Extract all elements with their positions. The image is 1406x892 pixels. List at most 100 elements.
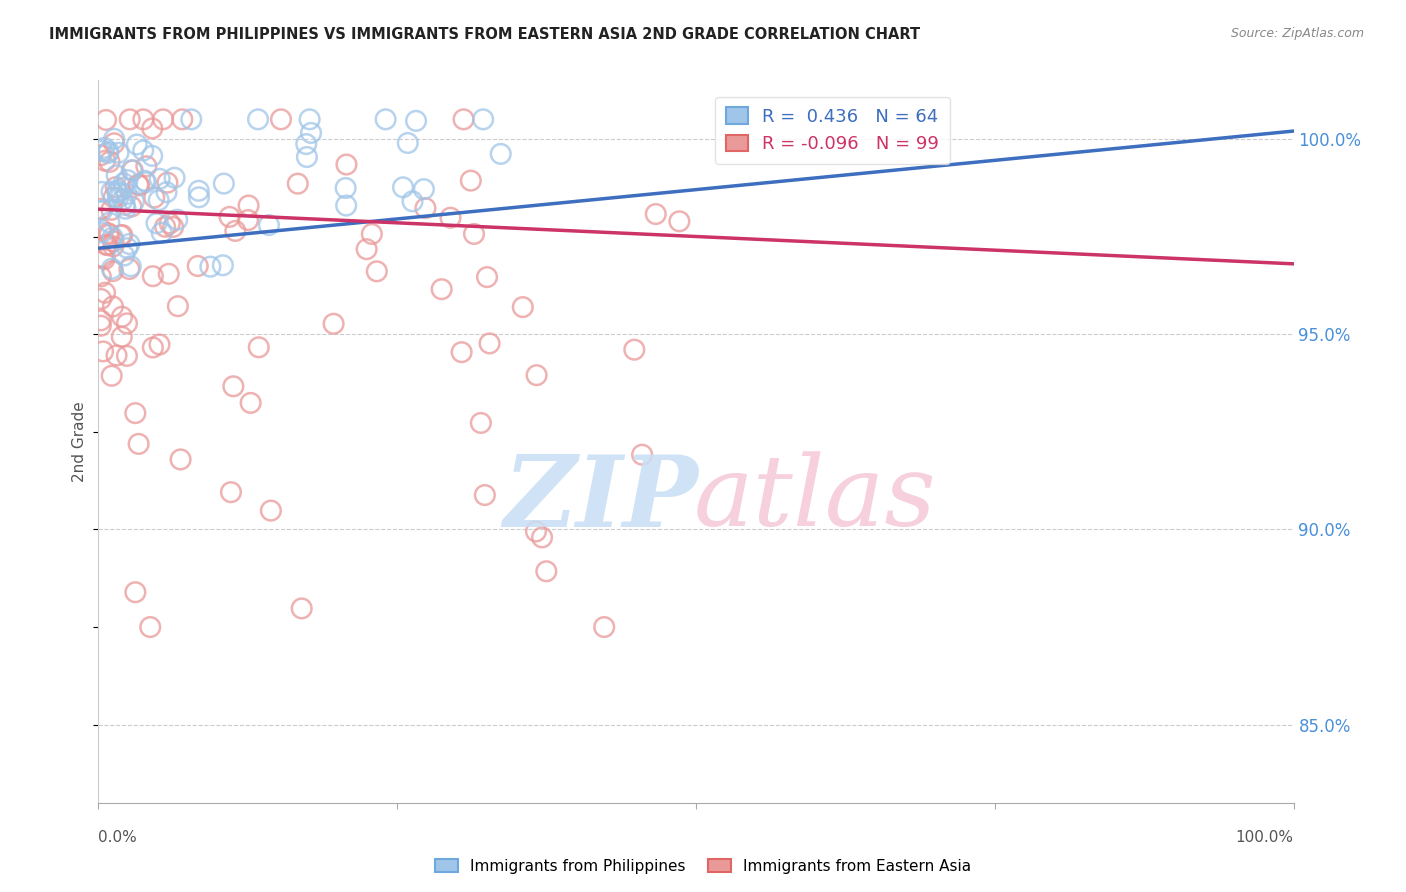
Point (162, 219, 184, 234)
Point (134, 174, 156, 188)
Point (631, 448, 654, 462)
Point (212, 177, 235, 191)
Point (118, 112, 141, 127)
Point (98, 216, 121, 230)
Point (118, 262, 141, 277)
Point (91, 185, 114, 199)
Point (107, 145, 129, 160)
Point (200, 260, 222, 274)
Point (166, 212, 188, 227)
Point (405, 113, 427, 128)
Point (135, 159, 157, 173)
Point (415, 201, 437, 215)
Point (90, 269, 112, 284)
Point (159, 217, 181, 231)
Point (335, 157, 357, 171)
Point (104, 180, 127, 194)
Point (668, 214, 690, 228)
Point (247, 340, 270, 354)
Point (101, 230, 124, 244)
Point (152, 112, 174, 127)
Point (93, 141, 115, 155)
Point (392, 180, 415, 194)
Point (100, 202, 122, 217)
Point (298, 112, 321, 127)
Point (94, 112, 117, 127)
Point (141, 121, 163, 136)
Point (107, 186, 129, 200)
Point (101, 264, 124, 278)
Point (103, 190, 125, 204)
Point (142, 341, 165, 355)
Point (101, 300, 124, 314)
Point (478, 336, 501, 351)
Point (112, 248, 135, 262)
Point (91, 144, 114, 158)
Point (107, 184, 129, 198)
Point (114, 198, 136, 212)
Y-axis label: 2nd Grade: 2nd Grade (72, 401, 87, 482)
Point (295, 150, 318, 164)
Point (98, 154, 121, 169)
Point (149, 172, 172, 186)
Point (114, 202, 136, 216)
Point (153, 219, 176, 234)
Point (117, 241, 139, 255)
Point (98, 227, 121, 242)
Point (299, 126, 322, 140)
Point (439, 211, 461, 225)
Text: 0.0%: 0.0% (98, 830, 138, 845)
Point (322, 317, 344, 331)
Point (90, 222, 112, 236)
Point (91, 226, 114, 240)
Point (97, 145, 120, 159)
Point (135, 175, 157, 189)
Point (224, 224, 246, 238)
Text: IMMIGRANTS FROM PHILIPPINES VS IMMIGRANTS FROM EASTERN ASIA 2ND GRADE CORRELATIO: IMMIGRANTS FROM PHILIPPINES VS IMMIGRANT… (49, 27, 921, 42)
Point (453, 112, 475, 127)
Point (91, 203, 114, 218)
Point (112, 177, 135, 191)
Point (374, 112, 396, 127)
Point (526, 368, 548, 383)
Point (257, 218, 280, 232)
Point (463, 227, 485, 241)
Point (412, 182, 434, 196)
Point (118, 237, 141, 252)
Point (132, 112, 155, 127)
Point (239, 396, 262, 410)
Point (90, 148, 112, 162)
Point (100, 368, 122, 383)
Text: 100.0%: 100.0% (1236, 830, 1294, 845)
Point (97, 238, 120, 252)
Point (94, 153, 117, 168)
Point (260, 503, 283, 517)
Point (157, 267, 180, 281)
Point (247, 112, 270, 127)
Point (155, 185, 177, 199)
Point (450, 345, 472, 359)
Point (127, 178, 149, 192)
Point (120, 259, 142, 273)
Point (110, 228, 132, 243)
Point (187, 259, 209, 273)
Point (103, 136, 125, 151)
Point (111, 310, 134, 324)
Legend: R =  0.436   N = 64, R = -0.096   N = 99: R = 0.436 N = 64, R = -0.096 N = 99 (716, 96, 950, 164)
Point (103, 235, 125, 249)
Point (524, 524, 547, 539)
Point (474, 488, 496, 502)
Legend: Immigrants from Philippines, Immigrants from Eastern Asia: Immigrants from Philippines, Immigrants … (429, 853, 977, 880)
Point (623, 343, 645, 357)
Point (91, 344, 114, 359)
Point (156, 176, 179, 190)
Point (90, 292, 112, 306)
Point (121, 163, 143, 178)
Point (396, 136, 419, 150)
Point (167, 299, 190, 313)
Point (124, 585, 146, 599)
Point (335, 181, 357, 195)
Text: ZIP: ZIP (503, 451, 697, 548)
Point (218, 210, 240, 224)
Point (238, 198, 260, 212)
